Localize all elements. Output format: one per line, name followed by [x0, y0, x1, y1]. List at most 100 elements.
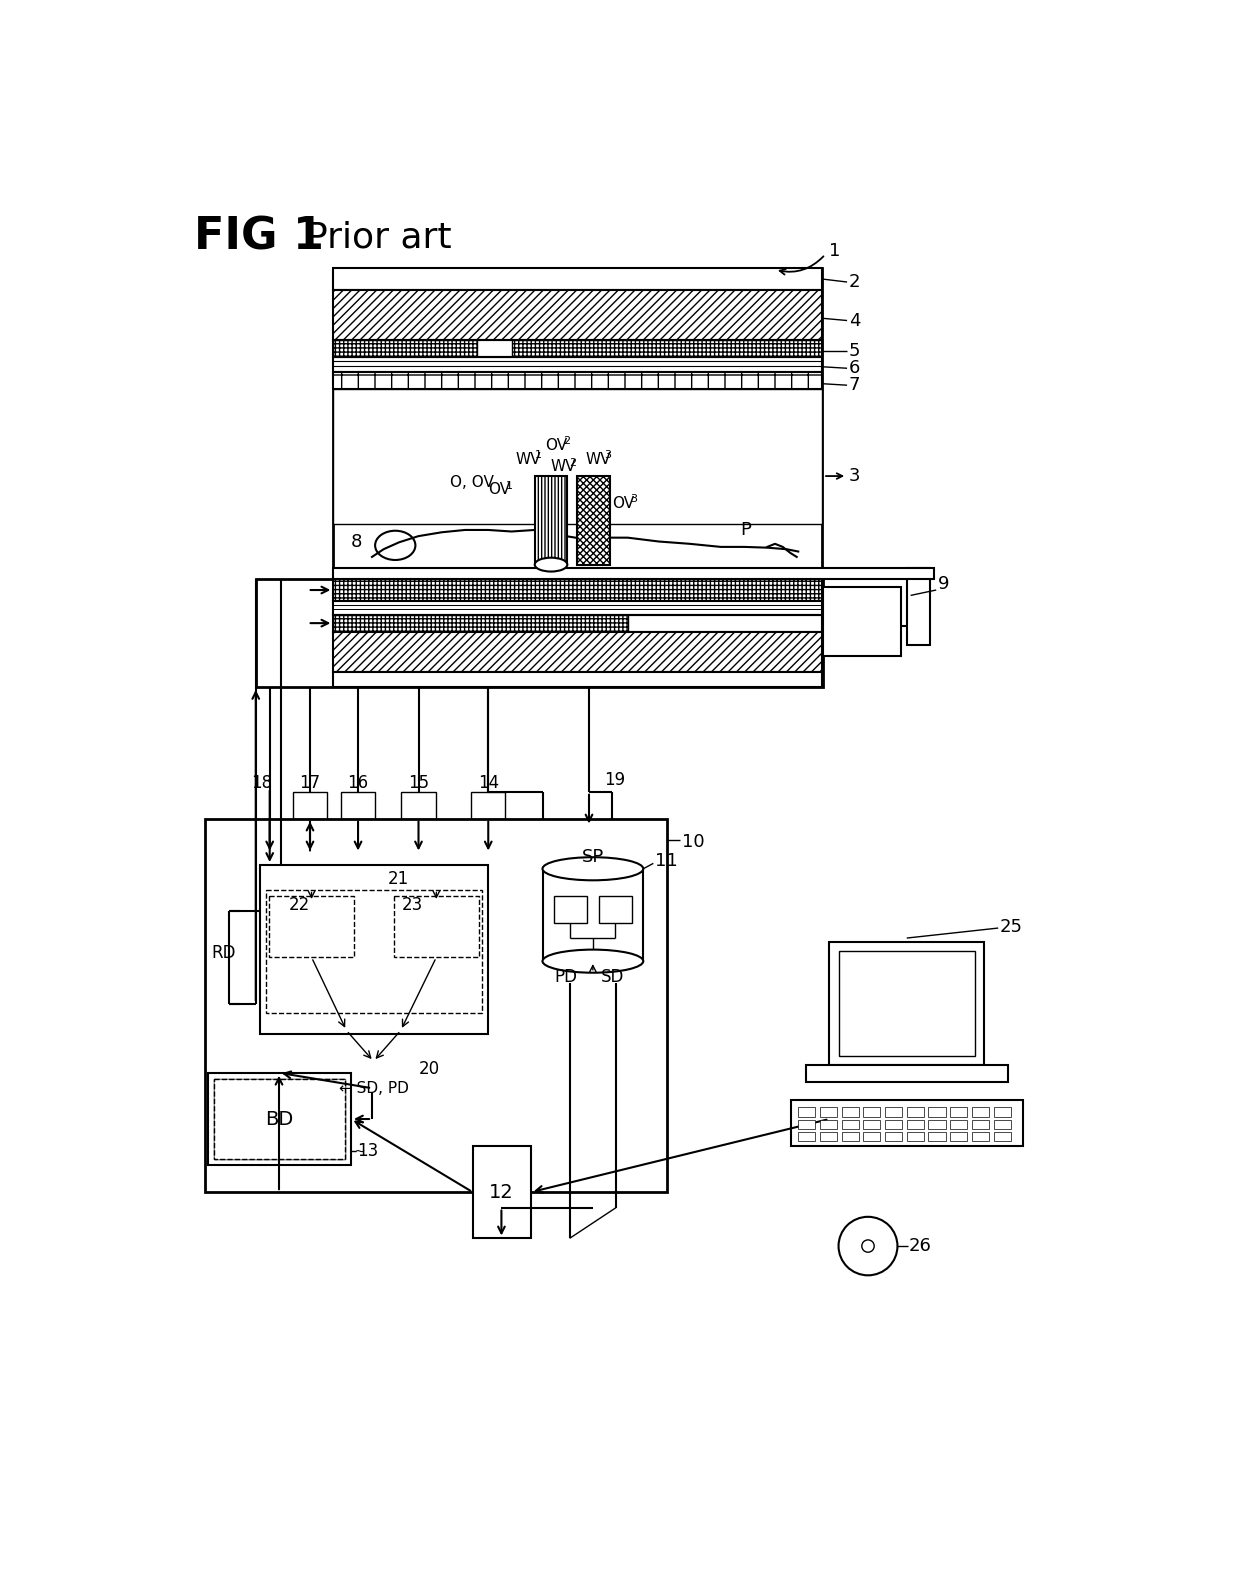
Bar	[334, 580, 821, 601]
Bar	[215, 1078, 345, 1160]
Bar	[334, 339, 476, 357]
Bar	[471, 792, 506, 819]
Bar	[885, 1133, 903, 1141]
Text: OV: OV	[544, 438, 567, 452]
Text: SP: SP	[582, 847, 604, 867]
Text: 3: 3	[605, 451, 611, 460]
Bar	[972, 1133, 990, 1141]
Text: 6: 6	[848, 360, 861, 378]
Ellipse shape	[543, 949, 644, 973]
Bar	[206, 819, 667, 1192]
Bar	[334, 615, 627, 631]
Bar	[820, 1133, 837, 1141]
Text: 15: 15	[408, 774, 429, 792]
Text: 8: 8	[351, 532, 362, 551]
Bar	[334, 672, 821, 687]
Text: 2: 2	[563, 436, 570, 446]
Bar	[543, 868, 644, 961]
Bar	[830, 941, 985, 1066]
Bar	[334, 357, 821, 373]
Bar	[863, 1133, 880, 1141]
Bar	[334, 290, 821, 339]
Text: RD: RD	[212, 945, 236, 962]
Ellipse shape	[374, 530, 415, 561]
Circle shape	[862, 1239, 874, 1252]
Ellipse shape	[534, 558, 568, 572]
Text: Prior art: Prior art	[306, 220, 451, 255]
Bar	[972, 1107, 990, 1117]
Text: OV: OV	[613, 495, 635, 510]
Circle shape	[838, 1217, 898, 1276]
Text: SD: SD	[600, 967, 624, 986]
Bar	[334, 268, 821, 591]
Bar	[472, 1145, 531, 1238]
Text: 25: 25	[999, 918, 1023, 935]
Bar	[842, 1133, 858, 1141]
Bar	[820, 1120, 837, 1129]
Ellipse shape	[543, 857, 644, 881]
Bar	[554, 895, 587, 922]
Bar	[207, 1072, 351, 1164]
Bar	[255, 580, 823, 687]
Bar	[906, 1120, 924, 1129]
Bar	[334, 339, 821, 357]
Bar	[265, 889, 482, 1013]
Text: 1: 1	[506, 481, 513, 491]
Text: 3: 3	[630, 494, 637, 503]
Text: FIG 1: FIG 1	[193, 217, 324, 258]
Text: 16: 16	[347, 774, 368, 792]
Text: 13: 13	[357, 1142, 378, 1160]
Bar	[334, 569, 934, 580]
Bar	[842, 1107, 858, 1117]
Text: 19: 19	[605, 771, 626, 789]
Text: WV: WV	[551, 459, 575, 475]
Bar	[799, 1120, 816, 1129]
Text: 1: 1	[830, 242, 841, 260]
Bar	[402, 792, 435, 819]
Text: 18: 18	[252, 774, 273, 792]
Bar	[885, 1107, 903, 1117]
Bar	[806, 1066, 1007, 1082]
Bar	[929, 1107, 945, 1117]
Text: 23: 23	[402, 895, 423, 914]
Bar	[950, 1133, 967, 1141]
Text: 10: 10	[682, 833, 704, 851]
Text: 26: 26	[909, 1238, 932, 1255]
Bar	[293, 792, 327, 819]
Text: OV: OV	[489, 483, 511, 497]
Text: P: P	[740, 521, 751, 538]
Bar	[929, 1120, 945, 1129]
Text: 2: 2	[848, 272, 861, 292]
Bar	[863, 1120, 880, 1129]
Bar	[842, 1120, 858, 1129]
Bar	[334, 615, 821, 631]
Bar	[799, 1133, 816, 1141]
Text: 17: 17	[299, 774, 321, 792]
Bar	[269, 895, 355, 957]
Bar	[885, 1120, 903, 1129]
Text: 1: 1	[534, 451, 542, 460]
Bar	[906, 569, 930, 645]
Bar	[799, 1107, 816, 1117]
Bar	[534, 476, 567, 564]
Text: 9: 9	[937, 575, 950, 593]
Text: 12: 12	[489, 1182, 513, 1201]
Bar	[215, 1078, 345, 1160]
Bar	[599, 895, 631, 922]
Bar	[334, 268, 821, 290]
Bar	[259, 865, 489, 1034]
Bar	[334, 389, 821, 524]
Bar	[906, 1107, 924, 1117]
Bar	[950, 1120, 967, 1129]
Bar	[993, 1133, 1011, 1141]
Bar	[334, 373, 821, 389]
Text: 7: 7	[848, 376, 861, 393]
Bar	[950, 1107, 967, 1117]
Bar	[341, 792, 374, 819]
Text: WV: WV	[585, 452, 610, 467]
Bar	[511, 339, 821, 357]
Bar	[394, 895, 479, 957]
Text: 4: 4	[848, 312, 861, 330]
Text: 2: 2	[569, 457, 577, 468]
Bar	[334, 601, 821, 615]
